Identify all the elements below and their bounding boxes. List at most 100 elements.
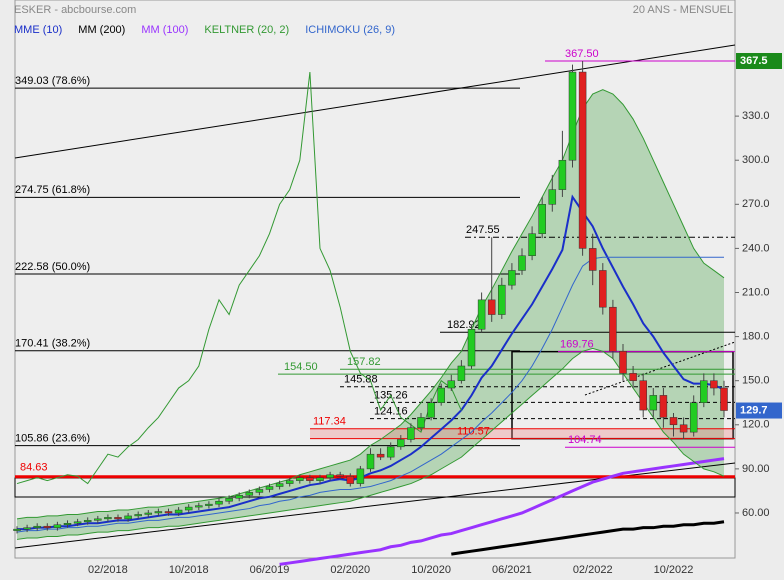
keltner-upper (16, 89, 725, 520)
candle-body (548, 189, 557, 205)
candle-body (599, 270, 607, 308)
header-title: ESKER - abcbourse.com (14, 4, 136, 16)
candle-body (195, 505, 203, 508)
plot-area (14, 0, 736, 559)
y-tick-label: 240.0 (742, 242, 770, 254)
legend-entry: MME (10) (14, 24, 62, 36)
candle-body (83, 520, 92, 523)
level-label: 117.34 (313, 416, 346, 428)
candle-body (235, 495, 243, 499)
fib-label: 105.86 (23.6%) (15, 432, 90, 444)
keltner-lower (16, 347, 725, 540)
x-tick-label: 06/2021 (492, 564, 532, 576)
x-tick-label: 10/2020 (411, 564, 451, 576)
candle-body (296, 477, 304, 481)
y-tick-label: 210.0 (742, 286, 770, 298)
candle-body (285, 480, 294, 484)
candle-body (437, 387, 445, 403)
candle-body (124, 515, 132, 520)
y-tick-label: 300.0 (742, 154, 770, 166)
candle-body (498, 284, 506, 315)
candle-body (275, 483, 284, 487)
price-tag: 367.5 (740, 55, 768, 67)
candle-body (477, 299, 486, 330)
y-tick-label: 270.0 (742, 198, 770, 210)
support-label: 84.63 (20, 462, 48, 474)
candle-body (407, 427, 415, 440)
x-tick-label: 02/2022 (573, 564, 613, 576)
price-tag-box (736, 402, 782, 419)
lagging-span (16, 71, 462, 485)
candle-body (649, 395, 658, 411)
legend-entry: KELTNER (20, 2) (204, 24, 289, 36)
level-label: 154.50 (284, 361, 318, 373)
candle-body (164, 511, 173, 514)
candle-body (386, 446, 395, 458)
candle-body (619, 351, 627, 374)
keltner-fill (17, 89, 724, 540)
y-tick-label: 120.0 (742, 419, 770, 431)
candle-body (316, 477, 324, 481)
candle-body (53, 524, 62, 528)
candle-body (225, 498, 233, 502)
candle-body (427, 402, 435, 418)
candle-body (154, 511, 163, 514)
candle-body (326, 474, 334, 478)
price-tag: 129.7 (740, 404, 768, 416)
candle-body (528, 233, 536, 257)
candle-body (104, 517, 112, 520)
candle-body (43, 525, 52, 528)
candle-body (588, 248, 597, 271)
candle-body (366, 453, 375, 470)
candle-body (306, 477, 314, 481)
candle-body (518, 255, 526, 271)
candle-body (144, 512, 153, 515)
candle-body (336, 474, 344, 477)
candle-body (94, 518, 102, 521)
candle-body (669, 417, 678, 426)
fib-label: 222.58 (50.0%) (15, 261, 90, 273)
candle-body (397, 439, 405, 448)
candle-body (578, 71, 587, 249)
candle-body (568, 71, 577, 161)
candle-body (255, 489, 264, 493)
candle-body (457, 365, 466, 381)
legend-entry: ICHIMOKU (26, 9) (305, 24, 395, 36)
indicator-line (16, 256, 724, 533)
price-tag-box (736, 52, 782, 69)
trendline (14, 44, 736, 159)
candle-body (508, 270, 516, 286)
level-label: 124.16 (374, 406, 408, 418)
candle-body (639, 380, 647, 411)
candle-body (346, 475, 355, 484)
y-tick-label: 330.0 (742, 110, 770, 122)
candle-body (487, 299, 496, 315)
candle-body (720, 387, 728, 411)
candle-body (679, 424, 688, 433)
candle-body (629, 373, 637, 381)
candle-body (376, 453, 385, 458)
candle-body (356, 468, 365, 484)
trendline (584, 341, 736, 396)
candle-body (114, 517, 122, 520)
level-label: 110.57 (457, 426, 490, 438)
candle-body (73, 521, 82, 524)
y-tick-label: 150.0 (742, 375, 770, 387)
candle-body (265, 486, 274, 490)
x-tick-label: 06/2019 (250, 564, 290, 576)
level-label: 157.82 (347, 356, 381, 368)
fib-label: 349.03 (78.6%) (15, 75, 90, 87)
candle-body (33, 525, 41, 528)
candle-body (710, 380, 718, 389)
candle-body (215, 500, 223, 505)
y-tick-label: 60.00 (742, 507, 770, 519)
fib-label: 170.41 (38.2%) (15, 338, 90, 350)
candle-body (417, 417, 425, 428)
indicator-line (17, 194, 725, 531)
candle-body (558, 159, 567, 190)
x-tick-label: 02/2018 (88, 564, 128, 576)
candle-body (184, 506, 193, 511)
candle-body (659, 395, 668, 418)
level-label: 104.74 (568, 434, 602, 446)
